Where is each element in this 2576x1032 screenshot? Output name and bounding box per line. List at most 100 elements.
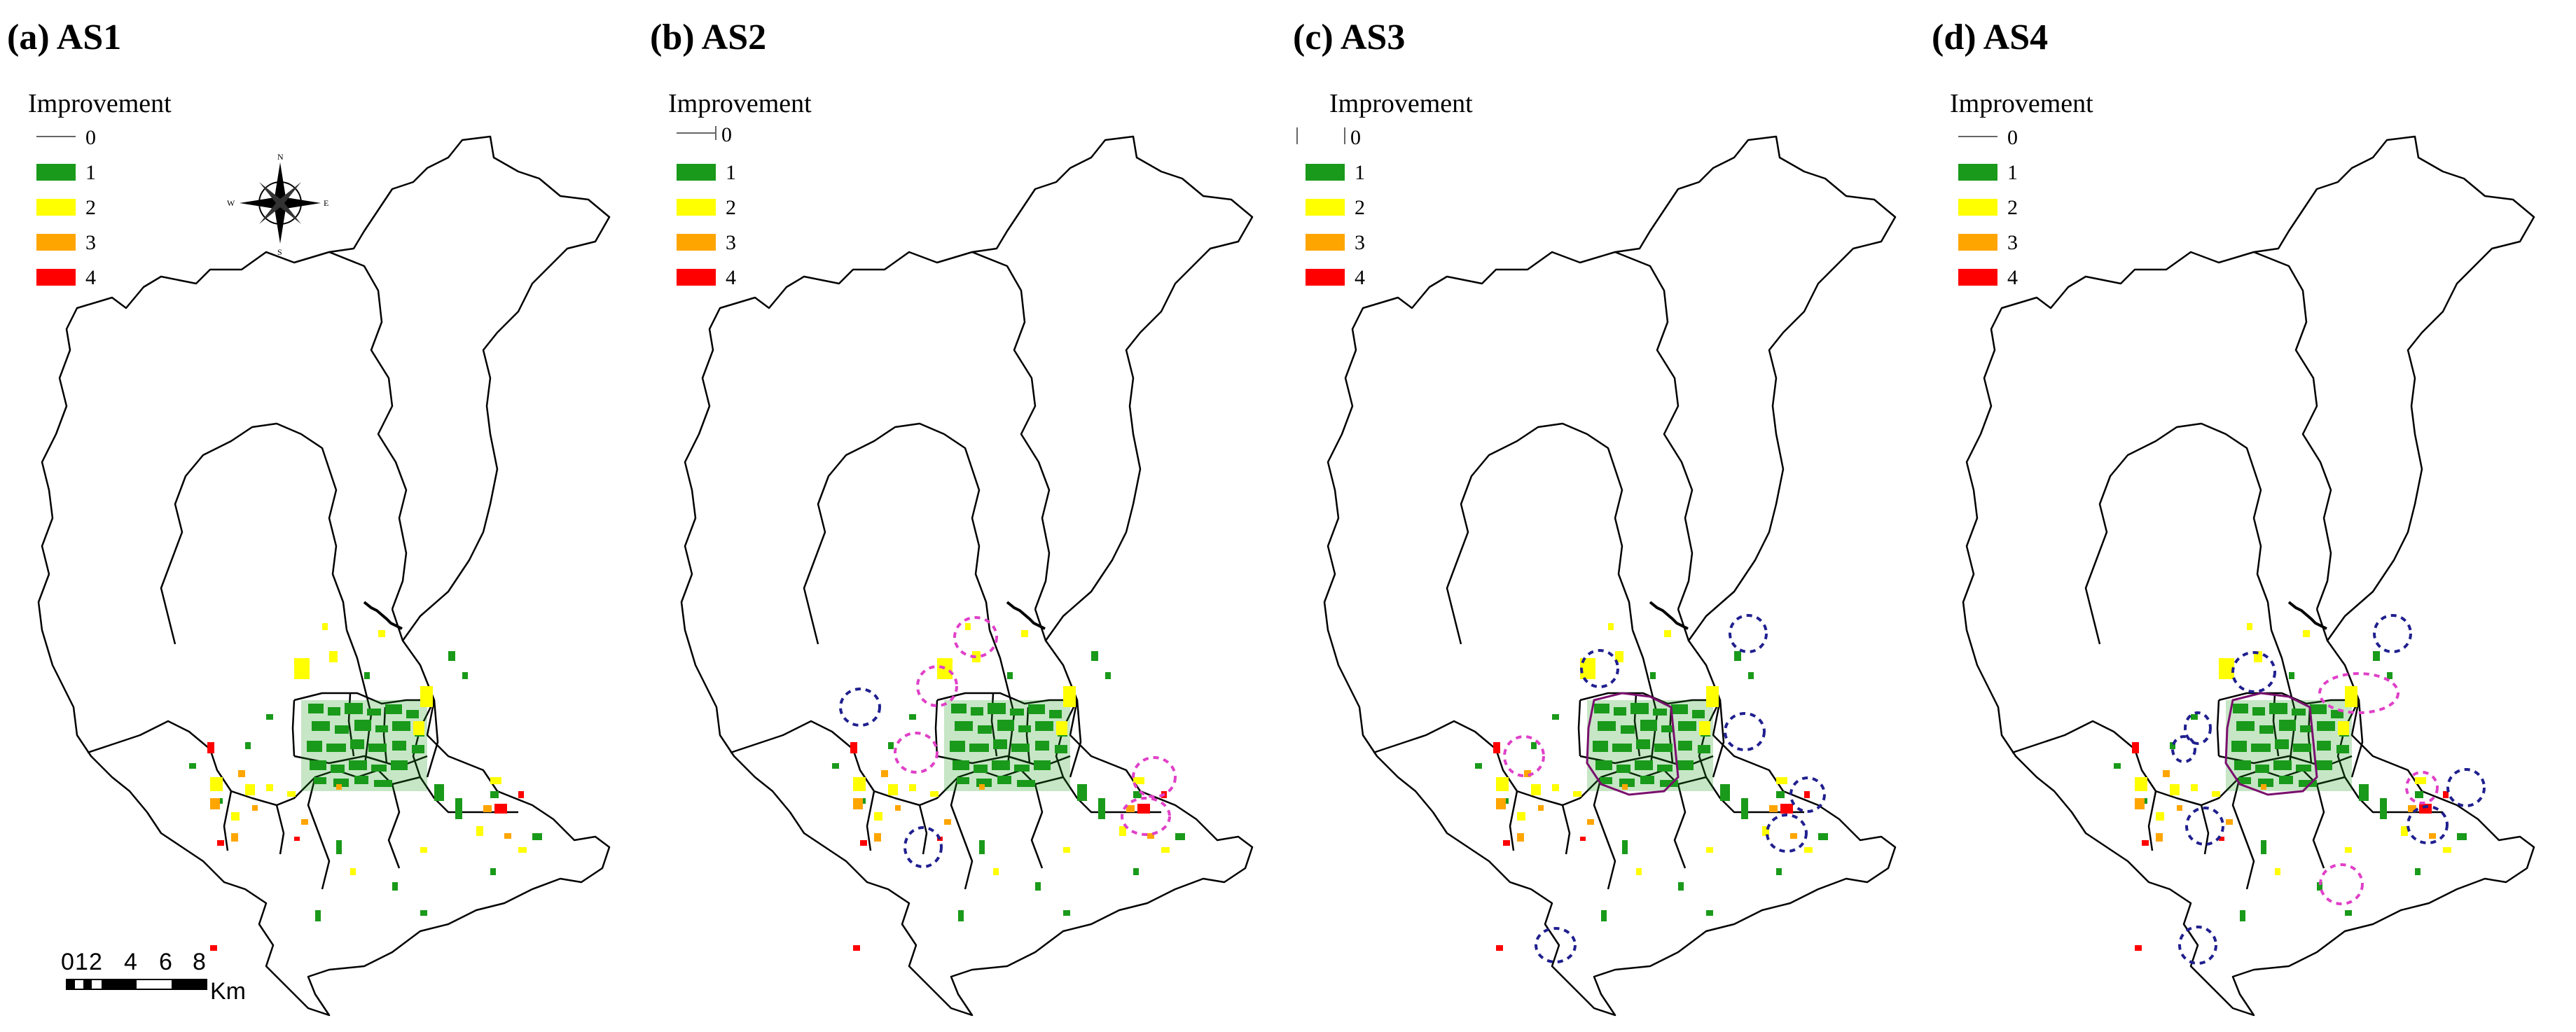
scale-tick-2: 2 <box>89 949 102 975</box>
scale-tick-4: 4 <box>124 949 137 975</box>
legend-swatch-3 <box>36 234 76 251</box>
highlight-circle <box>1729 614 1768 653</box>
scale-tick-8: 8 <box>193 949 206 975</box>
scale-tick-0: 0 <box>61 949 74 975</box>
legend-swatch-4 <box>1958 269 1997 286</box>
highlight-circles-d <box>2171 614 2486 965</box>
map-d <box>1962 135 2535 1017</box>
legend-title-a: Improvement <box>28 89 172 118</box>
scale-unit: Km <box>210 978 246 1005</box>
legend-b: Improvement 0 1 2 3 4 <box>668 89 812 289</box>
legend-swatch-4 <box>36 269 76 286</box>
compass-w: W <box>227 198 235 208</box>
highlight-circle <box>2318 672 2400 714</box>
legend-label-2: 2 <box>1355 196 1365 219</box>
highlight-circles-c <box>1503 614 1826 963</box>
legend-label-3: 3 <box>726 231 736 254</box>
legend-label-4: 4 <box>85 266 96 289</box>
highlight-circle <box>2319 863 2364 905</box>
legend-label-2: 2 <box>85 196 96 219</box>
legend-swatch-3 <box>1306 234 1345 251</box>
highlight-circle <box>2178 926 2217 965</box>
highlight-circle <box>1132 756 1177 798</box>
legend-swatch-2 <box>36 199 76 216</box>
scale-bar: 0 1 2 4 6 8 Km <box>61 949 246 1005</box>
legend-swatch-2 <box>1958 199 1997 216</box>
highlight-outline <box>1586 692 1680 796</box>
highlight-circle <box>2405 771 2439 804</box>
legend-label-0: 0 <box>721 123 732 146</box>
highlight-circle <box>1121 797 1171 836</box>
legend-label-0: 0 <box>1350 126 1361 149</box>
legend-swatch-3 <box>1958 234 1997 251</box>
scale-tick-1: 1 <box>75 949 88 975</box>
highlight-circle <box>839 688 881 727</box>
panel-title-c: (c) AS3 <box>1293 18 1405 57</box>
legend-label-0: 0 <box>85 126 96 149</box>
legend-label-4: 4 <box>2007 266 2018 289</box>
scale-tick-6: 6 <box>159 949 172 975</box>
legend-label-1: 1 <box>1355 161 1365 184</box>
legend-swatch-2 <box>677 199 716 216</box>
highlight-circle <box>2446 768 2486 807</box>
highlight-circle <box>953 616 998 658</box>
legend-title-b: Improvement <box>668 89 812 118</box>
map-c <box>1323 135 1897 1017</box>
compass-rose-icon: N S E W <box>227 152 328 257</box>
map-b <box>680 135 1254 1017</box>
panel-title-a: (a) AS1 <box>7 18 121 57</box>
legend-swatch-4 <box>1306 269 1345 286</box>
highlight-circle <box>1503 735 1545 777</box>
legend-label-2: 2 <box>726 196 736 219</box>
panel-c: (c) AS3 Improvement 0 1 2 3 4 <box>1293 18 1897 1017</box>
legend-title-c: Improvement <box>1329 89 1473 118</box>
legend-c: Improvement 0 1 2 3 4 <box>1296 89 1473 289</box>
legend-swatch-4 <box>677 269 716 286</box>
legend-swatch-1 <box>1958 164 1997 181</box>
compass-e: E <box>324 198 328 208</box>
highlight-circle <box>1789 776 1826 813</box>
legend-label-1: 1 <box>726 161 736 184</box>
compass-s: S <box>277 247 282 257</box>
legend-swatch-1 <box>677 164 716 181</box>
highlight-circles-b <box>839 616 1177 868</box>
highlight-circle <box>1724 712 1766 751</box>
highlight-circle <box>916 665 958 707</box>
highlight-circle <box>2407 805 2449 844</box>
panel-title-b: (b) AS2 <box>650 18 766 57</box>
highlight-circle <box>903 826 943 868</box>
highlight-circle <box>2373 614 2412 653</box>
legend-d: Improvement 0 1 2 3 4 <box>1950 89 2093 289</box>
legend-label-4: 4 <box>1355 266 1365 289</box>
panel-d: (d) AS4 Improvement 0 1 2 3 4 <box>1932 18 2535 1017</box>
legend-label-0: 0 <box>2007 126 2018 149</box>
highlight-circle <box>2171 735 2196 763</box>
legend-swatch-2 <box>1306 199 1345 216</box>
highlight-circle <box>1535 927 1577 963</box>
legend-title-d: Improvement <box>1950 89 2093 118</box>
compass-n: N <box>277 152 284 162</box>
highlight-circle <box>1580 649 1619 688</box>
highlight-circle <box>2184 711 2212 745</box>
highlight-circle <box>2185 807 2224 846</box>
legend-swatch-1 <box>1306 164 1345 181</box>
legend-a: Improvement 0 1 2 3 4 <box>28 89 172 289</box>
legend-label-1: 1 <box>2007 161 2018 184</box>
panel-a: (a) AS1 Improvement 0 1 2 3 4 N S <box>7 18 611 1017</box>
legend-label-4: 4 <box>726 266 736 289</box>
highlight-circle <box>2231 651 2276 693</box>
legend-label-3: 3 <box>1355 231 1365 254</box>
highlight-outline <box>2224 692 2318 796</box>
map-a <box>37 135 611 1017</box>
legend-swatch-3 <box>677 234 716 251</box>
highlight-circle <box>1766 814 1808 853</box>
legend-label-2: 2 <box>2007 196 2018 219</box>
legend-swatch-1 <box>36 164 76 181</box>
panel-b: (b) AS2 Improvement 0 1 2 3 4 <box>650 18 1254 1017</box>
panel-title-d: (d) AS4 <box>1932 18 2048 57</box>
legend-label-1: 1 <box>85 161 96 184</box>
legend-label-3: 3 <box>2007 231 2018 254</box>
legend-label-3: 3 <box>85 231 96 254</box>
highlight-circle <box>894 732 939 774</box>
